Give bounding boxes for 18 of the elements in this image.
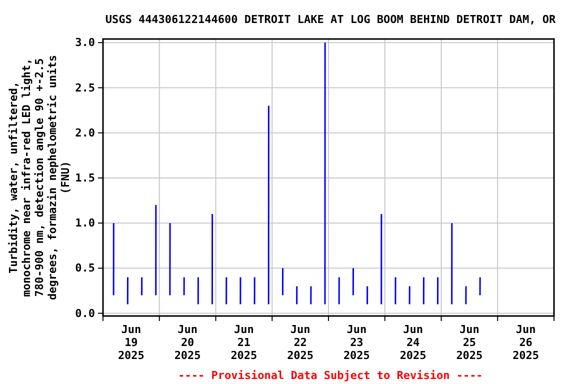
x-tick-label: Jun 26 2025	[512, 323, 540, 362]
y-tick-label: 0.0	[75, 306, 95, 320]
y-axis-title: Turbidity, water, unfiltered, monochrome near infra-red LED light, 780-900 nm, detection angle 90 +-2.5 degrees, formazin nephelometric units (FNU)	[7, 54, 72, 300]
y-tick-label: 2.5	[75, 81, 95, 94]
x-tick-label: Jun 24 2025	[400, 323, 426, 362]
x-tick-label: Jun 23 2025	[343, 323, 370, 362]
text: ---- Provisional Data Subject to Revision ----	[178, 369, 483, 382]
x-tick-label: Jun 21 2025	[230, 323, 258, 362]
x-tick-label: Jun 22 2025	[287, 323, 314, 362]
y-tick-label: 0.5	[75, 262, 95, 275]
x-tick-label: Jun 19 2025	[118, 323, 144, 362]
y-tick-label: 2.0	[75, 126, 95, 140]
y-tick-label: 3.0	[75, 36, 95, 50]
chart-title: USGS 444306122144600 DETROIT LAKE AT LOG BOOM BEHIND DETROIT DAM, OR	[105, 13, 556, 26]
x-tick-label: Jun 20 2025	[174, 323, 201, 362]
x-tick-label: Jun 25 2025	[456, 323, 483, 362]
y-tick-label: 1.0	[75, 216, 95, 230]
y-tick-label: 1.5	[75, 171, 95, 184]
